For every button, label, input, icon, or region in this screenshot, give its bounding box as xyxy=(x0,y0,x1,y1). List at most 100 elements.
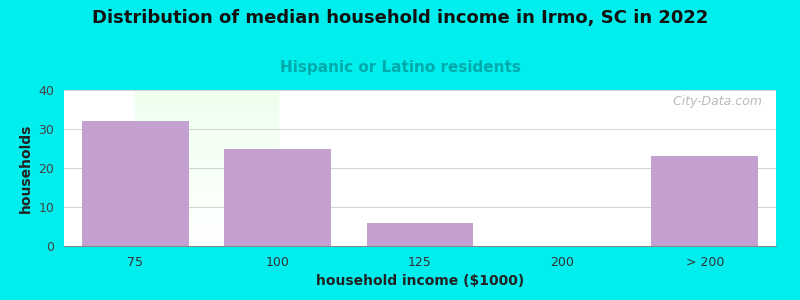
Bar xyxy=(135,214,278,215)
Bar xyxy=(135,238,278,239)
Bar xyxy=(135,204,278,205)
Bar xyxy=(135,187,278,188)
Bar xyxy=(135,208,278,209)
Bar xyxy=(135,165,278,166)
Bar xyxy=(135,226,278,227)
Bar xyxy=(135,149,278,150)
Bar xyxy=(135,201,278,202)
Bar xyxy=(135,104,278,105)
Bar xyxy=(135,117,278,118)
Bar xyxy=(135,102,278,103)
Bar xyxy=(135,199,278,200)
Bar xyxy=(651,156,758,246)
Bar xyxy=(135,122,278,123)
Bar xyxy=(135,192,278,193)
Bar xyxy=(135,225,278,226)
Bar xyxy=(135,245,278,246)
Bar xyxy=(135,205,278,206)
Bar xyxy=(135,129,278,130)
Bar xyxy=(135,97,278,98)
Bar xyxy=(135,136,278,137)
Bar xyxy=(135,158,278,159)
Bar xyxy=(135,212,278,213)
Bar xyxy=(224,148,331,246)
Bar xyxy=(135,206,278,207)
Bar xyxy=(135,157,278,158)
Bar xyxy=(135,239,278,240)
Bar xyxy=(135,141,278,142)
Bar xyxy=(135,186,278,187)
Bar xyxy=(135,209,278,210)
Bar xyxy=(135,133,278,134)
Bar xyxy=(135,229,278,230)
Bar xyxy=(135,218,278,219)
Bar xyxy=(135,170,278,171)
Bar xyxy=(135,196,278,197)
Bar xyxy=(135,213,278,214)
Bar xyxy=(135,162,278,163)
Bar xyxy=(135,103,278,104)
Bar xyxy=(135,101,278,102)
Bar xyxy=(366,223,474,246)
Bar xyxy=(135,155,278,156)
Bar xyxy=(135,220,278,221)
Bar xyxy=(135,154,278,155)
Bar xyxy=(135,138,278,139)
Bar xyxy=(135,148,278,149)
Bar xyxy=(135,119,278,120)
Bar xyxy=(135,94,278,95)
Bar xyxy=(135,194,278,195)
X-axis label: household income ($1000): household income ($1000) xyxy=(316,274,524,288)
Bar xyxy=(135,181,278,182)
Bar xyxy=(135,135,278,136)
Bar xyxy=(135,112,278,113)
Bar xyxy=(135,118,278,119)
Bar xyxy=(135,179,278,180)
Text: City-Data.com: City-Data.com xyxy=(665,95,762,108)
Bar xyxy=(135,180,278,181)
Bar xyxy=(135,223,278,224)
Bar xyxy=(82,121,189,246)
Bar xyxy=(135,100,278,101)
Bar xyxy=(135,99,278,100)
Bar xyxy=(135,124,278,125)
Bar xyxy=(135,145,278,146)
Bar xyxy=(135,189,278,190)
Bar xyxy=(135,130,278,131)
Bar xyxy=(135,177,278,178)
Bar xyxy=(135,164,278,165)
Bar xyxy=(135,146,278,147)
Bar xyxy=(135,222,278,223)
Bar xyxy=(135,188,278,189)
Bar xyxy=(135,237,278,238)
Bar xyxy=(135,150,278,151)
Bar xyxy=(135,131,278,132)
Bar xyxy=(135,190,278,191)
Bar xyxy=(135,243,278,244)
Bar xyxy=(135,121,278,122)
Bar xyxy=(135,116,278,117)
Bar xyxy=(135,128,278,129)
Bar xyxy=(135,147,278,148)
Text: Hispanic or Latino residents: Hispanic or Latino residents xyxy=(279,60,521,75)
Bar xyxy=(135,114,278,115)
Bar xyxy=(135,142,278,143)
Bar xyxy=(135,132,278,133)
Bar xyxy=(135,140,278,141)
Bar xyxy=(135,126,278,127)
Bar xyxy=(135,233,278,234)
Bar xyxy=(135,202,278,203)
Bar xyxy=(135,183,278,184)
Bar xyxy=(135,184,278,185)
Bar xyxy=(135,240,278,241)
Bar xyxy=(135,172,278,173)
Bar xyxy=(135,105,278,106)
Bar xyxy=(135,244,278,245)
Bar xyxy=(135,174,278,175)
Bar xyxy=(135,195,278,196)
Bar xyxy=(135,139,278,140)
Bar xyxy=(135,234,278,235)
Bar xyxy=(135,236,278,237)
Bar xyxy=(135,241,278,242)
Bar xyxy=(135,210,278,211)
